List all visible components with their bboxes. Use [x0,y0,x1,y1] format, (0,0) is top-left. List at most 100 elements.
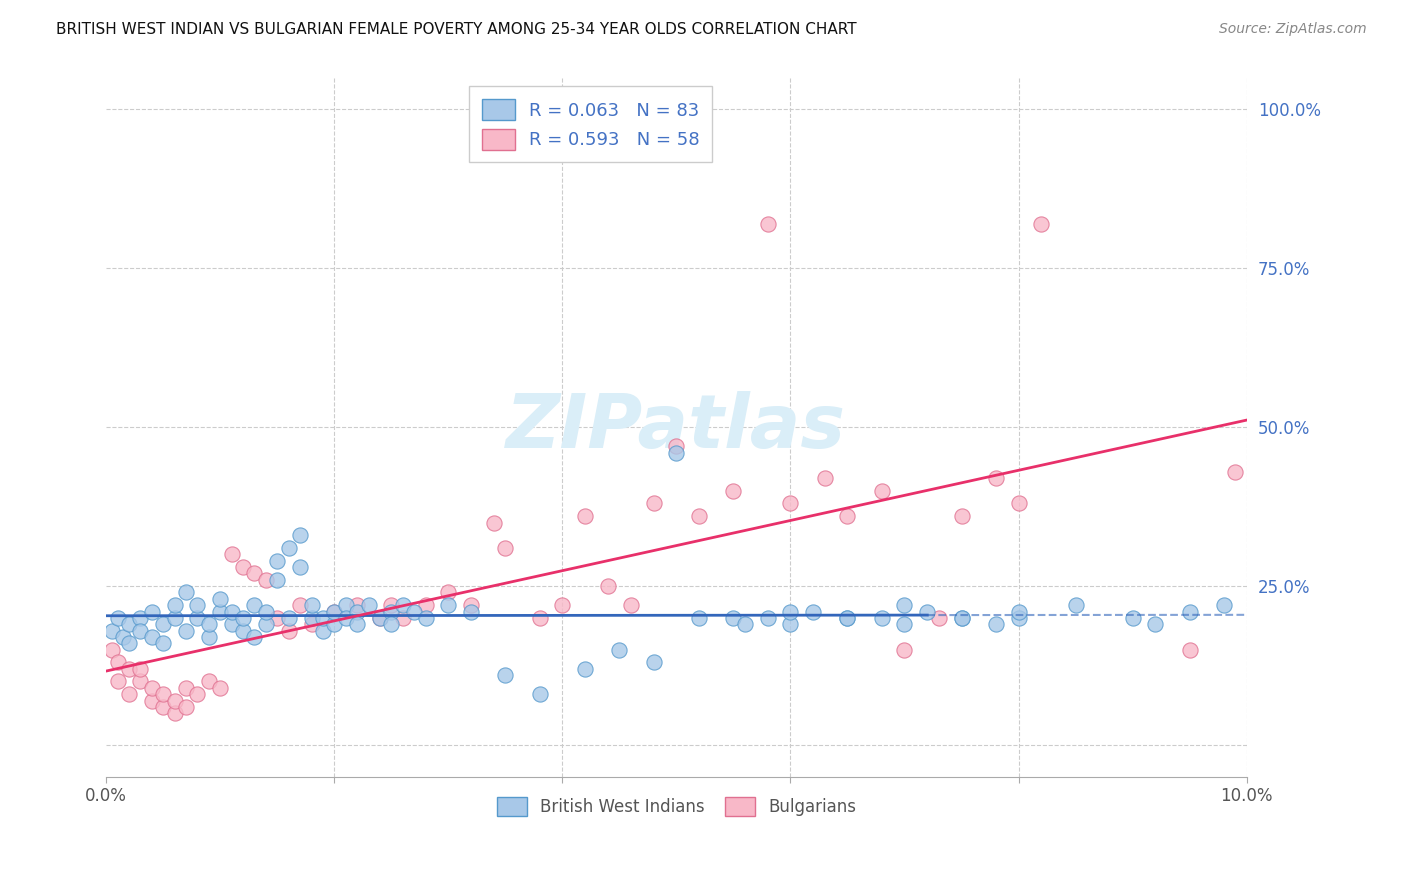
Point [198,630,221,644]
Point [723,483,745,498]
Point [232,611,254,625]
Point [380,617,402,632]
Point [814,471,837,485]
Point [221,605,243,619]
Point [893,617,915,632]
Point [620,598,643,612]
Point [254,573,277,587]
Point [335,598,357,612]
Point [950,611,973,625]
Point [346,605,368,619]
Point [152,617,174,632]
Point [482,516,505,530]
Point [494,541,516,555]
Point [141,693,163,707]
Point [460,605,482,619]
Text: Source: ZipAtlas.com: Source: ZipAtlas.com [1219,22,1367,37]
Point [574,509,596,524]
Point [391,611,413,625]
Point [837,509,859,524]
Point [437,598,460,612]
Point [323,605,346,619]
Point [494,668,516,682]
Point [335,611,357,625]
Point [277,541,299,555]
Point [643,656,665,670]
Point [266,554,288,568]
Point [415,598,437,612]
Point [323,605,346,619]
Point [221,617,243,632]
Point [928,611,950,625]
Point [174,681,197,695]
Point [198,674,221,689]
Point [437,585,460,599]
Point [756,611,779,625]
Point [870,483,893,498]
Point [266,611,288,625]
Point [346,617,368,632]
Point [141,681,163,695]
Point [643,496,665,510]
Point [254,617,277,632]
Point [529,611,551,625]
Point [101,624,124,638]
Point [950,611,973,625]
Point [574,662,596,676]
Point [301,598,323,612]
Point [1064,598,1087,612]
Point [152,700,174,714]
Point [101,642,124,657]
Point [756,217,779,231]
Point [984,471,1007,485]
Text: BRITISH WEST INDIAN VS BULGARIAN FEMALE POVERTY AMONG 25-34 YEAR OLDS CORRELATIO: BRITISH WEST INDIAN VS BULGARIAN FEMALE … [56,22,856,37]
Point [118,687,141,701]
Point [221,547,243,561]
Point [288,598,311,612]
Point [837,611,859,625]
Point [152,636,174,650]
Point [779,617,801,632]
Point [186,611,208,625]
Point [609,642,631,657]
Point [596,579,619,593]
Point [174,585,197,599]
Point [174,700,197,714]
Point [277,611,299,625]
Point [551,598,574,612]
Point [917,605,939,619]
Point [357,598,380,612]
Point [112,630,135,644]
Point [391,598,413,612]
Point [723,611,745,625]
Point [163,611,186,625]
Point [312,611,335,625]
Point [734,617,756,632]
Point [779,605,801,619]
Point [118,662,141,676]
Point [174,624,197,638]
Point [129,611,152,625]
Point [266,573,288,587]
Point [688,611,710,625]
Point [141,605,163,619]
Point [1178,642,1201,657]
Point [288,560,311,574]
Point [301,617,323,632]
Point [243,598,266,612]
Point [529,687,551,701]
Point [368,611,391,625]
Point [665,445,688,459]
Point [1007,496,1029,510]
Point [380,605,402,619]
Point [152,687,174,701]
Point [243,630,266,644]
Point [186,598,208,612]
Point [198,617,221,632]
Point [232,624,254,638]
Point [129,662,152,676]
Point [1007,611,1029,625]
Point [1225,465,1247,479]
Point [665,439,688,453]
Point [163,693,186,707]
